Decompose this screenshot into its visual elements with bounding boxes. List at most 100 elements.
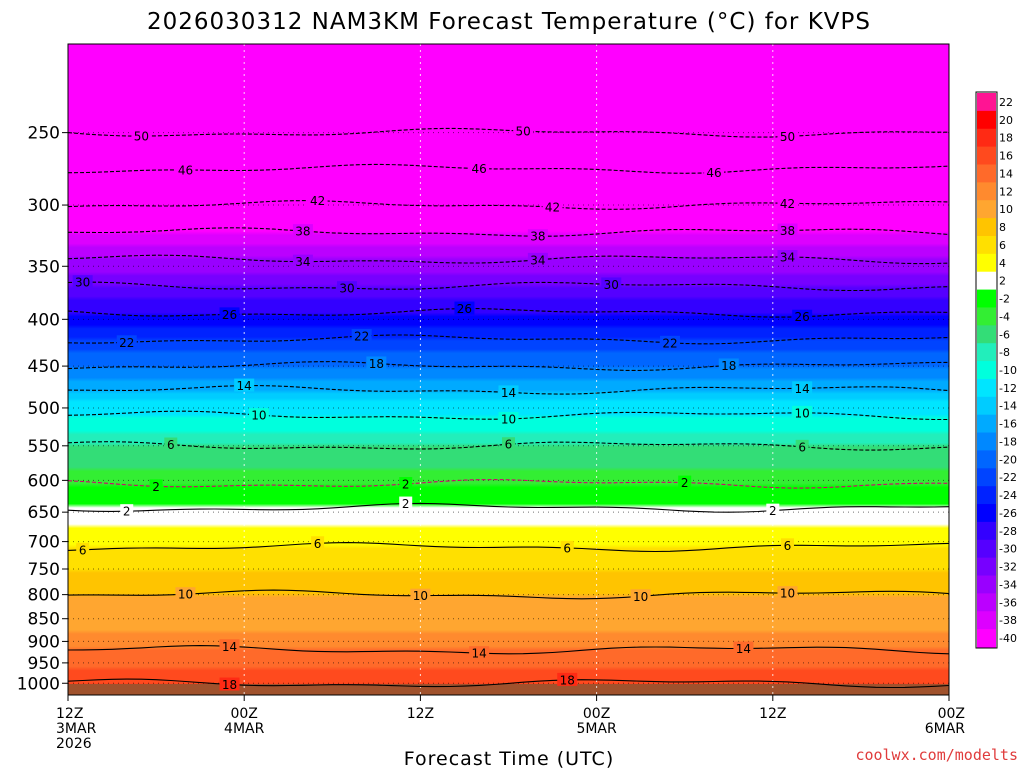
colorbar-label: 8 [999, 221, 1006, 234]
contour-label-bg [678, 475, 692, 489]
colorbar-label: -2 [999, 293, 1010, 306]
contour-label-bg [792, 405, 813, 419]
colorbar-swatch [977, 629, 996, 648]
x-tick-label: 00Z [938, 706, 965, 722]
colorbar-label: 6 [999, 239, 1006, 252]
x-tick-label: 12Z [759, 706, 786, 722]
x-tick-label: 6MAR [925, 721, 966, 737]
colorbar-label: -26 [999, 507, 1017, 520]
contour-label-bg [718, 358, 739, 372]
y-tick-label: 750 [28, 560, 60, 580]
contour-label: 6 [798, 440, 806, 454]
contour-label-bg [292, 254, 313, 268]
isotherm-line [68, 163, 949, 174]
colorbar-label: -30 [999, 543, 1017, 556]
colorbar-label: -14 [999, 400, 1017, 413]
credit-link[interactable]: coolwx.com/modelts [855, 746, 1018, 764]
contour-label: 10 [795, 406, 810, 420]
contour-label-bg [560, 540, 574, 554]
contour-label: 6 [167, 438, 175, 452]
y-tick-label: 1000 [17, 674, 60, 694]
isotherm-line [68, 200, 949, 210]
colorbar-swatch [977, 218, 996, 237]
colorbar-label: -34 [999, 578, 1017, 591]
contour-label: 14 [237, 379, 252, 393]
colorbar-swatch [977, 414, 996, 434]
colorbar-label: -22 [999, 471, 1017, 484]
contour-label: 30 [75, 276, 90, 290]
contour-label: 2 [402, 497, 410, 511]
contour-label-bg [777, 223, 798, 237]
y-axis: 2503003504004505005506006507007508008509… [17, 124, 68, 694]
contour-label-bg [498, 385, 519, 399]
contour-label-bg [175, 162, 196, 176]
colorbar-label: -16 [999, 418, 1017, 431]
contour-label: 42 [780, 197, 795, 211]
contour-label: 38 [295, 225, 310, 239]
contour-label-bg [792, 309, 813, 323]
contour-label-bg [733, 641, 754, 655]
contour-label: 10 [251, 409, 266, 423]
colorbar-swatch [977, 557, 996, 577]
contour-label-bg [780, 538, 794, 552]
chart-title: 2026030312 NAM3KM Forecast Temperature (… [147, 9, 871, 35]
below-ground-strip [68, 684, 949, 695]
contour-label-bg [410, 588, 431, 602]
contour-label-bg [777, 250, 798, 264]
contour-label: 18 [369, 357, 384, 371]
isotherm-line [68, 645, 949, 655]
x-tick-label: 3MAR [56, 721, 97, 737]
y-tick-label: 800 [28, 586, 60, 606]
contour-label-bg [399, 496, 413, 510]
contour-label-bg [527, 229, 548, 243]
colorbar-swatch [977, 325, 996, 344]
isotherm-line [68, 589, 949, 600]
colorbar-swatch [977, 486, 996, 505]
colorbar-label: -6 [999, 328, 1010, 341]
contour-label-bg [766, 503, 780, 517]
isotherm-line [68, 127, 949, 138]
isotherm-line [68, 254, 949, 265]
contour-label: 46 [178, 163, 193, 177]
colorbar-swatch [977, 521, 996, 541]
colorbar-label: -32 [999, 561, 1017, 574]
contour-label: 14 [795, 382, 810, 396]
contour-label-bg [336, 281, 357, 295]
isotherm-line [68, 502, 949, 513]
contour-label: 10 [413, 589, 428, 603]
contour-label-bg [704, 165, 725, 179]
colorbar-label: -18 [999, 435, 1017, 448]
y-tick-label: 250 [28, 124, 60, 144]
x-axis-label: Forecast Time (UTC) [404, 748, 614, 768]
contour-label-bg [351, 329, 372, 343]
contour-label: 26 [222, 308, 237, 322]
y-tick-label: 650 [28, 503, 60, 523]
colorbar-label: 14 [999, 167, 1013, 180]
contour-label: 42 [310, 194, 325, 208]
colorbar-swatch [977, 611, 996, 630]
contour-label: 10 [178, 588, 193, 602]
contour-label: 46 [471, 162, 486, 176]
colorbar-swatch [977, 432, 996, 451]
contour-label-bg [219, 677, 240, 691]
isotherm-line [68, 678, 949, 689]
contour-label-bg [248, 408, 269, 422]
colorbar-label: 2 [999, 275, 1006, 288]
contour-label-bg [630, 589, 651, 603]
contour-label-bg [311, 536, 325, 550]
contour-label: 22 [354, 330, 369, 344]
contour-label-bg [120, 504, 134, 518]
colorbar-swatch [977, 539, 996, 559]
contour-label-bg [219, 639, 240, 653]
colorbar-swatch [977, 93, 996, 112]
contour-label: 10 [501, 412, 516, 426]
colorbar-swatch [977, 271, 996, 291]
contour-label-bg [795, 439, 809, 453]
contour-label: 6 [314, 537, 322, 551]
x-tick-label: 12Z [407, 706, 434, 722]
contour-label: 14 [736, 642, 751, 656]
contour-label-bg [164, 437, 178, 451]
x-tick-label: 12Z [56, 706, 83, 722]
